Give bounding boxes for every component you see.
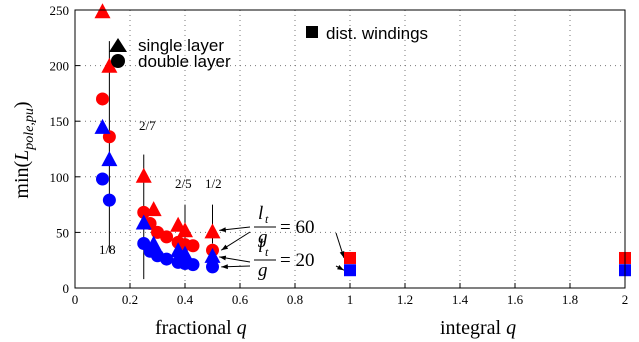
annotation-2-7: 2/7 — [139, 118, 156, 133]
legend-dist-windings-label: dist. windings — [326, 24, 428, 43]
curve-label-60: l t g = 60 — [254, 203, 314, 248]
curve-label-60-num-sub: t — [265, 212, 269, 226]
legend-double-layer-label: double layer — [138, 52, 231, 71]
point-lt_g_60-triangle — [135, 167, 152, 183]
y-tick-label: 0 — [63, 281, 70, 296]
arrow-20-single-head — [219, 255, 227, 261]
data-marks — [94, 3, 631, 277]
x-axis-label-fractional: fractional q — [155, 317, 247, 339]
x-tick-label: 1.2 — [397, 292, 413, 307]
y-axis-label: min(Lpole,pu) — [11, 101, 37, 198]
point-lt_g_20-circle — [160, 252, 174, 266]
y-tick-label: 150 — [50, 114, 70, 129]
x-tick-label: 0.6 — [232, 292, 249, 307]
arrow-60-dist-head — [339, 250, 345, 258]
point-lt_g_20-triangle — [135, 214, 152, 230]
point-lt_g_20-circle — [186, 258, 200, 272]
point-lt_g_20-circle — [96, 172, 109, 186]
curve-label-20-den: g — [258, 260, 268, 281]
point-lt_g_60-circle — [96, 92, 109, 106]
x-tick-label: 0.4 — [177, 292, 194, 307]
arrow-20-dist-head — [337, 265, 344, 271]
x-tick-label: 1.6 — [507, 292, 524, 307]
grid — [75, 10, 625, 288]
curve-label-20: l t g = 20 — [254, 236, 314, 281]
x-tick-label: 2 — [622, 292, 629, 307]
x-tick-label: 0 — [72, 292, 79, 307]
arrow-20-double-head — [221, 264, 228, 270]
point-lt_g_20-square — [344, 264, 356, 277]
point-lt_g_20-triangle — [101, 151, 118, 167]
x-tick-label: 1 — [347, 292, 354, 307]
legend-triangle-marker — [109, 38, 127, 52]
annotation-2-5: 2/5 — [175, 176, 192, 191]
curve-label-60-value: = 60 — [280, 217, 314, 238]
curve-label-20-value: = 20 — [280, 250, 314, 271]
legend-single-layer-label: single layer — [138, 36, 224, 55]
legend-circle-marker — [111, 54, 125, 68]
arrow-60-single-head — [219, 227, 227, 233]
point-lt_g_20-circle — [102, 193, 116, 207]
arrow-60-double-head — [221, 244, 229, 251]
point-lt_g_60-triangle — [177, 222, 193, 238]
point-lt_g_60-triangle — [94, 3, 111, 19]
x-tick-label: 0.8 — [287, 292, 303, 307]
x-tick-label: 1.8 — [562, 292, 578, 307]
point-lt_g_20-circle — [206, 260, 219, 274]
y-tick-label: 50 — [56, 225, 69, 240]
legend: single layer double layer dist. windings — [109, 24, 428, 71]
point-lt_g_60-square — [344, 251, 356, 264]
axis-ticks: 0 0.2 0.4 0.6 0.8 1 1.2 1.4 1.6 1.8 2 0 50 100 150 200 2… — [50, 3, 629, 307]
legend-square-marker — [306, 26, 318, 38]
point-lt_g_60-circle — [137, 205, 151, 219]
y-tick-label: 250 — [50, 3, 70, 18]
y-tick-label: 100 — [50, 170, 70, 185]
point-lt_g_60-circle — [186, 239, 200, 253]
x-axis-label-integral: integral q — [440, 317, 516, 339]
point-lt_g_60-triangle — [204, 223, 221, 239]
curve-label-20-num: l — [258, 236, 263, 257]
point-lt_g_60-triangle — [101, 57, 118, 73]
curve-label-20-num-sub: t — [265, 245, 269, 259]
x-tick-label: 0.2 — [122, 292, 138, 307]
y-tick-label: 200 — [50, 59, 70, 74]
point-lt_g_20-triangle — [204, 247, 221, 263]
annotation-1-2: 1/2 — [205, 176, 222, 191]
curve-label-60-den: g — [258, 227, 268, 248]
x-tick-label: 1.4 — [452, 292, 469, 307]
curve-label-60-num: l — [258, 203, 263, 224]
point-lt_g_20-triangle — [94, 118, 111, 134]
point-lt_g_60-circle — [160, 230, 174, 244]
annotation-1-8: 1/8 — [99, 242, 116, 257]
